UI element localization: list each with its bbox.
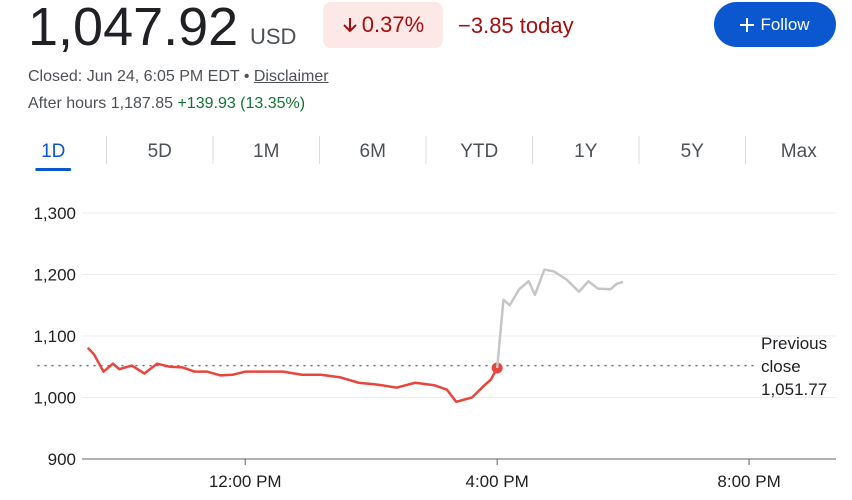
tab[interactable]: 1Y [574,141,598,162]
after-hours-price: 1,187.85 [110,95,173,112]
x-tick-label: 4:00 PM [465,472,528,491]
y-tick-label: 1,200 [33,266,76,285]
tab[interactable]: YTD [460,141,498,162]
x-tick-label: 12:00 PM [209,472,282,491]
y-tick-label: 900 [48,450,76,469]
disclaimer-link[interactable]: Disclaimer [253,68,329,85]
change-pill: 0.37% [323,2,443,48]
previous-close: Previous close 1,051.77 [761,332,841,401]
previous-close-label: Previous close [761,334,828,376]
price-line [495,268,624,369]
previous-close-value: 1,051.77 [761,380,828,399]
after-hours-label: After hours [28,95,107,112]
tab[interactable]: 6M [360,141,386,162]
closed-info: Closed: Jun 24, 6:05 PM EDT • Disclaimer [28,68,329,86]
currency: USD [250,24,297,49]
follow-label: Follow [760,14,810,34]
follow-button[interactable]: Follow [714,2,836,47]
tab[interactable]: 1D [41,141,65,162]
tab-underline [35,168,72,171]
y-tick-label: 1,100 [33,327,76,346]
y-tick-label: 1,000 [33,389,76,408]
tab[interactable]: Max [781,141,817,162]
y-tick-label: 1,300 [33,204,76,223]
tab[interactable]: 5D [148,141,172,162]
change-percent: 0.37% [361,12,425,37]
tab[interactable]: 1M [253,141,279,162]
tab[interactable]: 5Y [681,141,705,162]
x-tick-label: 8:00 PM [717,472,780,491]
plus-icon [740,17,755,32]
change-today: −3.85 today [458,13,574,38]
price-line [86,346,499,404]
after-hours: After hours 1,187.85 +139.93 (13.35%) [28,95,305,113]
down-arrow [343,18,357,33]
after-hours-change: +139.93 (13.35%) [177,95,306,112]
closed-text: Closed: Jun 24, 6:05 PM EDT • [28,68,250,85]
price: 1,047.92 [28,0,239,57]
